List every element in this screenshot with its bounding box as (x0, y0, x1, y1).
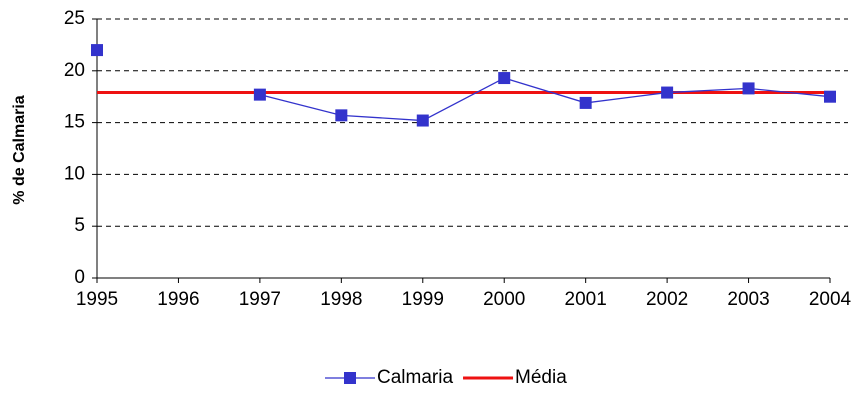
legend-marker (344, 372, 356, 384)
marker (661, 86, 674, 99)
marker (824, 90, 836, 103)
x-tick-label: 2003 (727, 289, 769, 310)
y-tick-label: 10 (64, 163, 85, 184)
x-tick-label: 2001 (565, 289, 607, 310)
x-tick-label: 1995 (76, 289, 118, 310)
x-tick-label: 2002 (646, 289, 688, 310)
marker (416, 114, 429, 127)
legend-label: Calmaria (377, 367, 453, 388)
series-line (259, 77, 831, 122)
y-tick-label: 25 (64, 8, 85, 29)
legend-label: Média (515, 367, 567, 388)
x-tick-label: 1997 (239, 289, 281, 310)
x-tick-label: 1996 (157, 289, 199, 310)
y-tick-label: 0 (74, 267, 85, 288)
y-tick-label: 5 (74, 215, 85, 236)
marker (91, 44, 103, 57)
y-axis-title: % de Calmaria (11, 95, 28, 204)
x-tick-label: 1998 (320, 289, 362, 310)
x-tick-label: 2000 (483, 289, 525, 310)
x-tick-label: 1999 (402, 289, 444, 310)
marker (498, 72, 511, 85)
marker (253, 88, 266, 101)
x-tick-label: 2004 (809, 289, 852, 310)
marker (742, 82, 755, 95)
y-tick-label: 15 (64, 112, 85, 133)
y-tick-label: 20 (64, 60, 85, 81)
marker (579, 96, 592, 109)
marker (335, 109, 348, 122)
